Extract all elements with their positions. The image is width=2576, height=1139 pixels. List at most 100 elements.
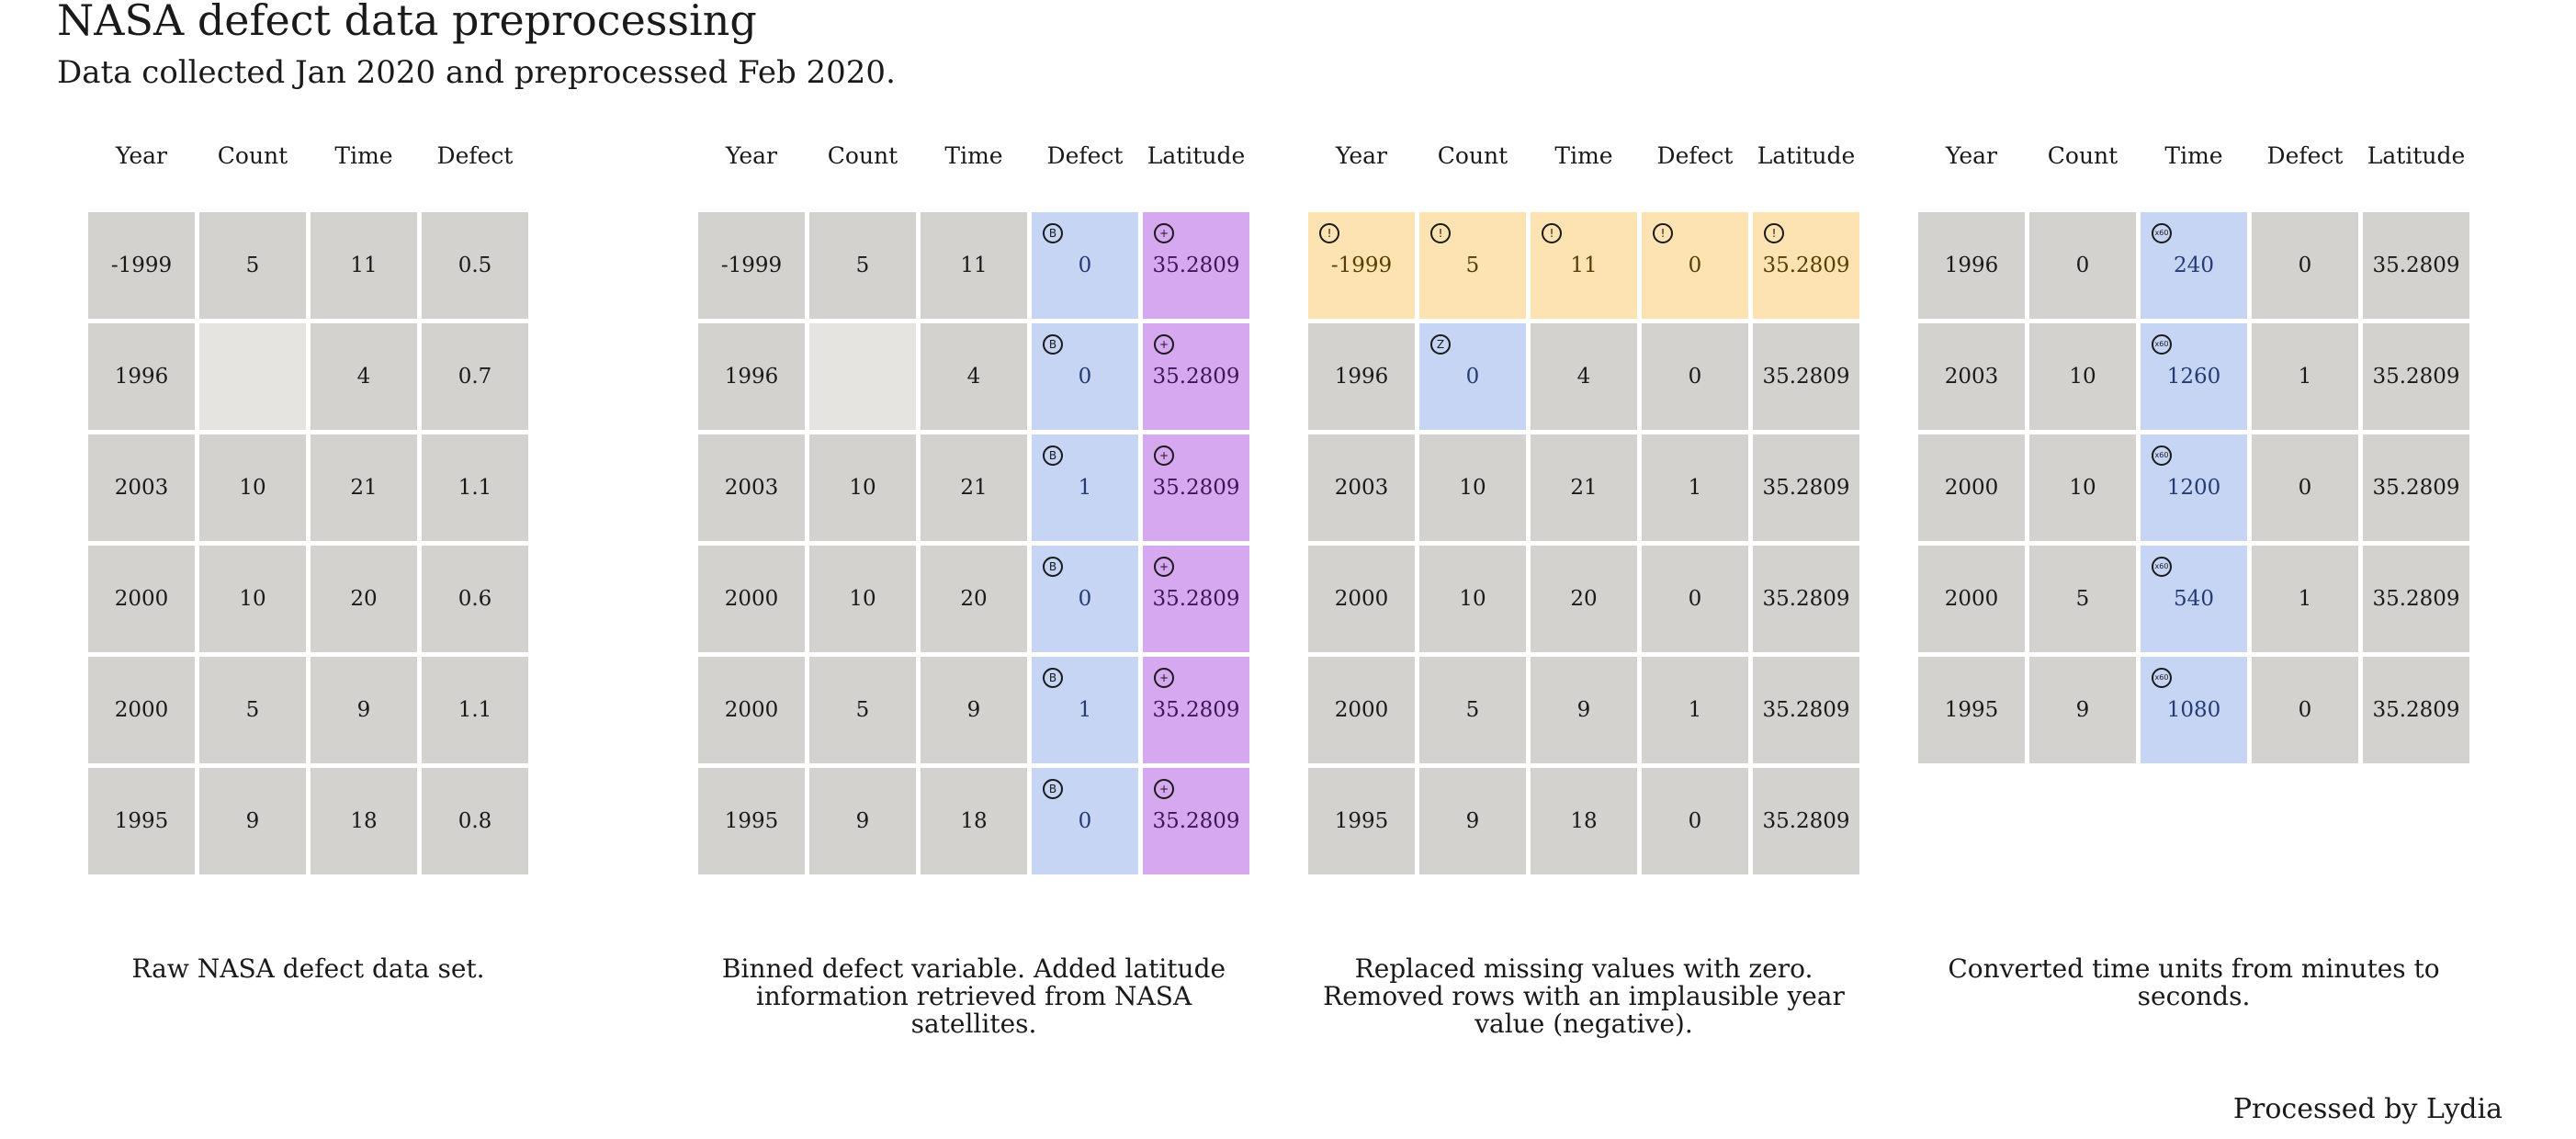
cell-value: 9 [1465,809,1480,833]
column-header-defect: Defect [2266,142,2344,169]
cell-value: 1 [2298,587,2312,611]
table-cell: 35.2809 [2363,212,2469,319]
table-cell: 10 [809,434,916,541]
table-cell: 5 [809,212,916,319]
table-cell: 2000 [698,657,805,763]
table-cell: +35.2809 [1143,768,1249,874]
cell-value: 10 [849,587,876,611]
panel-caption: Converted time units from minutes to sec… [1948,953,2440,1011]
table-cell: 10 [199,546,306,652]
column-header-year: Year [1336,142,1387,169]
table-cell: 10 [2029,323,2136,430]
footer-credit: Processed by Lydia [2232,1093,2503,1125]
column-header-year: Year [726,142,777,169]
cell-value: 35.2809 [1762,476,1850,500]
cell-value: 2003 [114,476,169,500]
multiply-sixty-icon: x60 [2152,334,2172,355]
cell-value: 0 [1688,587,1702,611]
cell-value: 5 [1465,254,1480,277]
cell-value: -1999 [1330,254,1393,277]
cell-value: 2000 [724,698,779,722]
table-cell: x60 540 [2141,546,2247,652]
cell-value: 9 [356,698,371,722]
cell-value: 2003 [1944,365,1999,389]
cell-value: 18 [350,809,378,833]
cell-value: 1995 [114,809,169,833]
cell-value: 10 [239,476,266,500]
cell-value: 1996 [1334,365,1389,389]
column-header-defect: Defect [1046,142,1124,169]
cell-value: 2000 [1944,587,1999,611]
cell-value [199,323,306,430]
cell-value: 240 [2174,254,2214,277]
table-cell: 1.1 [422,657,528,763]
table-cell: 35.2809 [2363,323,2469,430]
cell-value: 20 [350,587,378,611]
cell-value: 5 [855,254,870,277]
add-icon: + [1154,223,1174,243]
table-cell: 9 [1419,768,1526,874]
cell-value: 2000 [1334,587,1389,611]
cell-value: 18 [1570,809,1598,833]
bin-icon: B [1043,779,1063,799]
cell-value: 35.2809 [1762,809,1850,833]
table-cell: 1995 [1308,768,1415,874]
cell-value: 4 [1576,365,1591,389]
table-cell: ! 0 [1642,212,1748,319]
table-cell: 10 [1419,546,1526,652]
cell-value: 4 [966,365,981,389]
table-cell: 2003 [1918,323,2025,430]
cell-value: 1.1 [458,476,492,500]
table-cell: 4 [921,323,1027,430]
table-cell: 1.1 [422,434,528,541]
add-icon: + [1154,445,1174,466]
column-header-time: Time [334,142,393,169]
table-cell: 2000 [1308,657,1415,763]
column-header-count: Count [2047,142,2118,169]
cell-value: 10 [2069,365,2096,389]
table-cell: x60 1260 [2141,323,2247,430]
cell-value: 0 [2298,476,2312,500]
column-header-defect: Defect [436,142,514,169]
cell-value: 35.2809 [2372,365,2460,389]
table-cell: ! -1999 [1308,212,1415,319]
table-cell: 5 [1419,657,1526,763]
table-cell: +35.2809 [1143,546,1249,652]
table-cell: 1996 [698,323,805,430]
cell-value: 1 [1078,698,1092,722]
cell-value: 20 [1570,587,1598,611]
warning-icon: ! [1430,223,1451,243]
cell-value: 2000 [1334,698,1389,722]
table-cell: 0.8 [422,768,528,874]
page-title: NASA defect data preprocessing [57,0,757,45]
table-cell: ! 5 [1419,212,1526,319]
cell-value: 0 [1078,365,1092,389]
cell-value: 5 [245,254,260,277]
cell-value: 2000 [1944,476,1999,500]
cell-value: 0.6 [458,587,492,611]
page-subtitle: Data collected Jan 2020 and preprocessed… [57,54,896,91]
column-header-latitude: Latitude [1147,142,1246,169]
bin-icon: B [1043,557,1063,577]
column-header-defect: Defect [1656,142,1734,169]
table-cell: 0 [2252,434,2358,541]
cell-value: 5 [2075,587,2090,611]
cell-value: 35.2809 [1762,365,1850,389]
cell-value: 10 [1459,587,1486,611]
table-cell: x60 1200 [2141,434,2247,541]
table-cell: 35.2809 [1753,323,1859,430]
cell-value: -1999 [720,254,783,277]
cell-value: 35.2809 [1152,698,1240,722]
table-cell: 9 [809,768,916,874]
cell-value: 1996 [114,365,169,389]
table-cell: 35.2809 [2363,546,2469,652]
cell-value: -1999 [110,254,173,277]
table-cell: 0 [1642,768,1748,874]
cell-value: 35.2809 [1762,254,1850,277]
cell-value: 0 [1688,365,1702,389]
cell-value: 21 [1570,476,1598,500]
